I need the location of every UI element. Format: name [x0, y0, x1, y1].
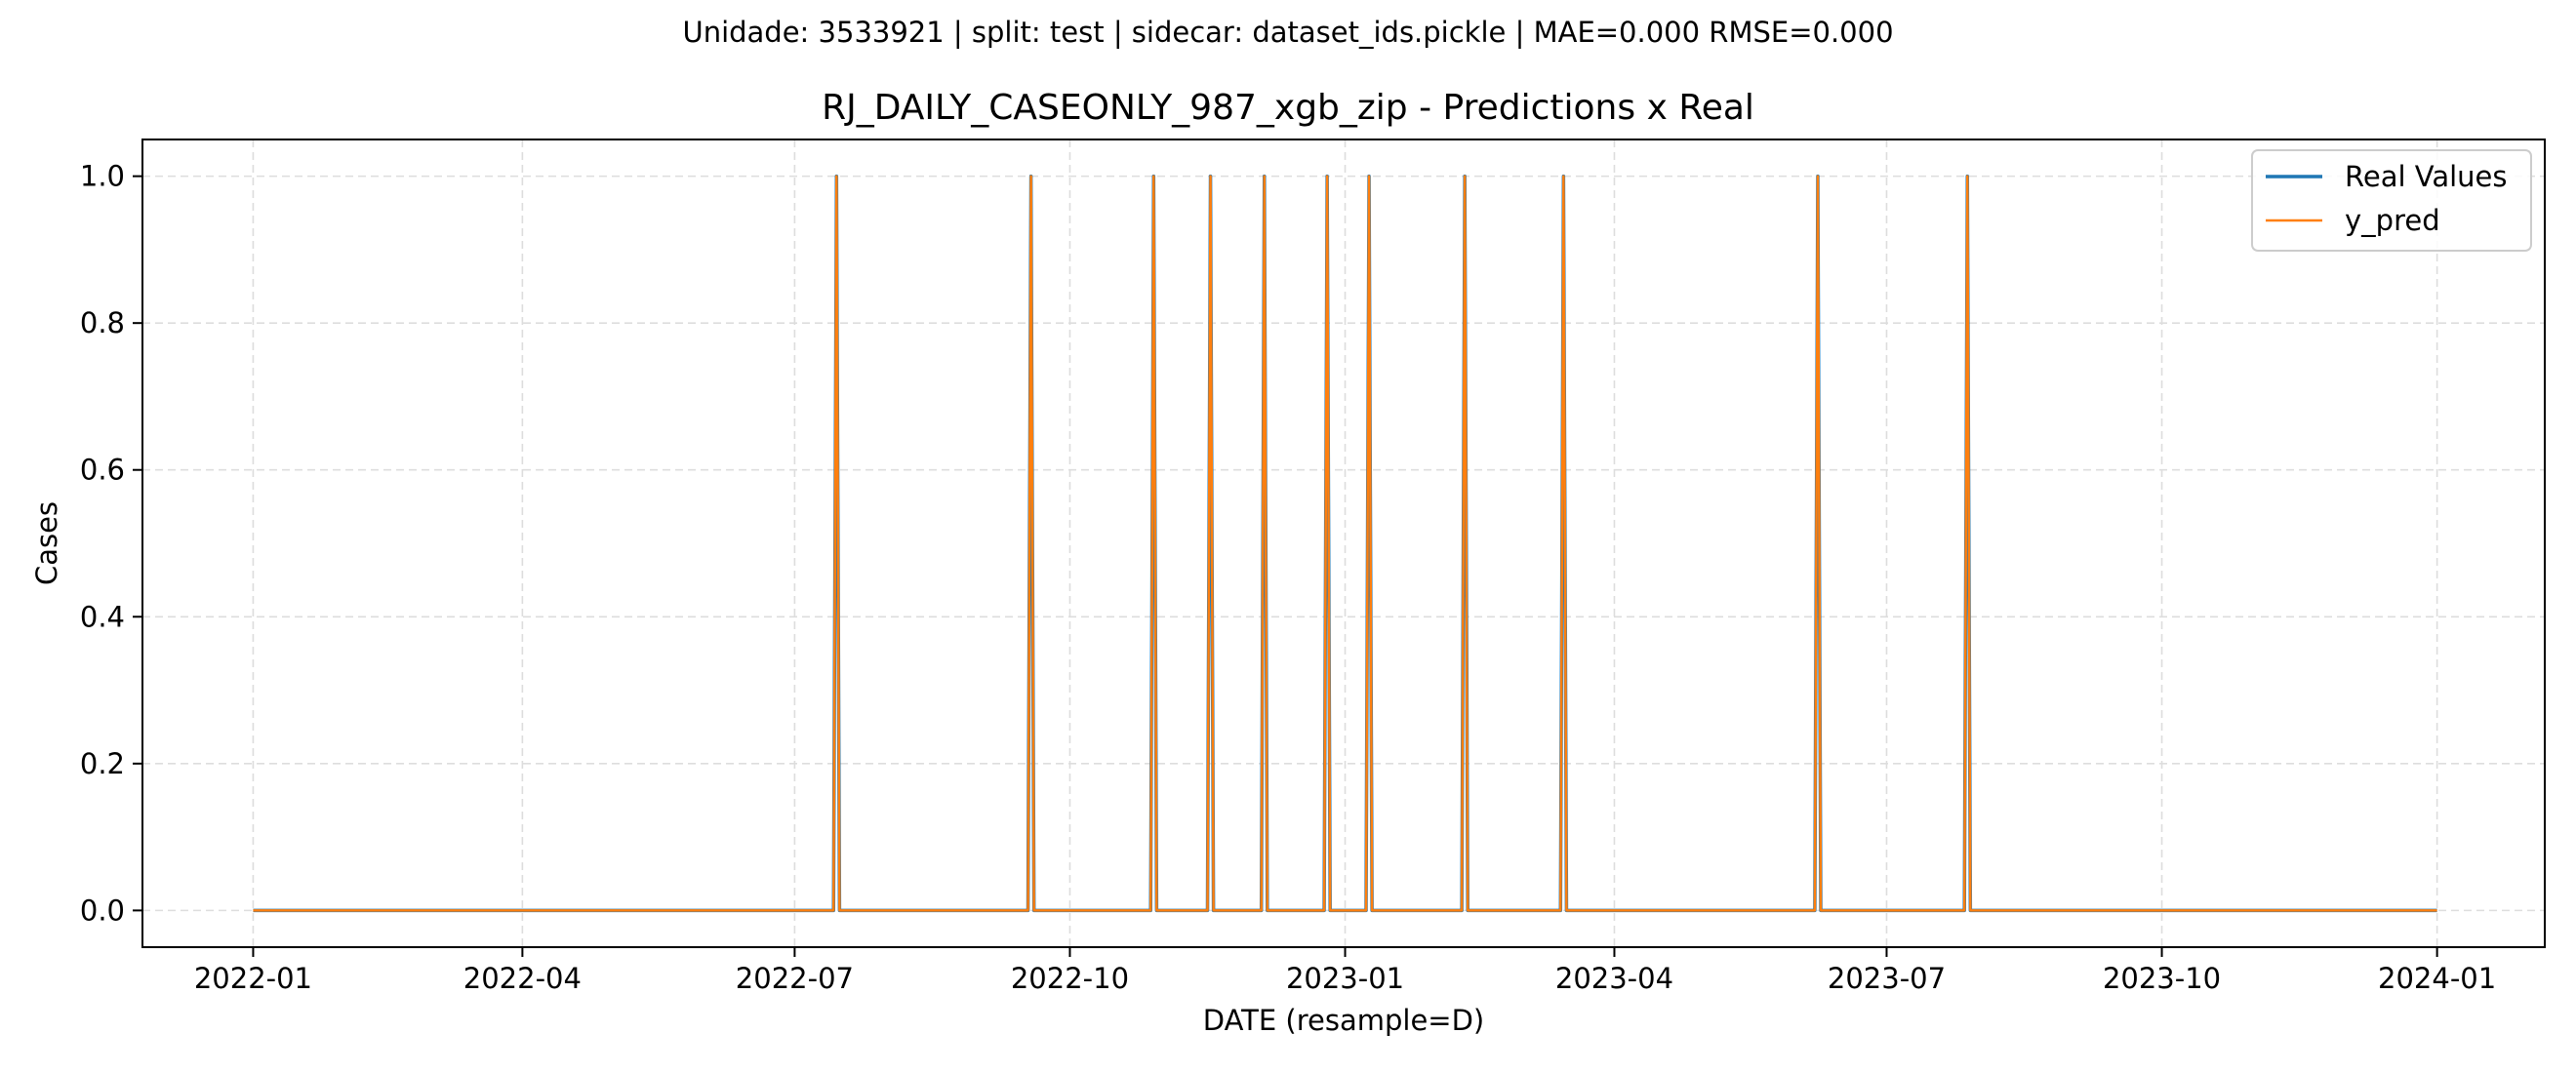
x-tick-label: 2022-04 — [463, 962, 582, 995]
x-tick-label: 2022-10 — [1011, 962, 1129, 995]
y-tick-label: 0.0 — [80, 894, 125, 927]
x-tick-label: 2023-07 — [1828, 962, 1946, 995]
chart-suptitle: Unidade: 3533921 | split: test | sidecar… — [682, 16, 1893, 49]
y-tick-label: 0.4 — [80, 600, 125, 633]
chart-title: RJ_DAILY_CASEONLY_987_xgb_zip - Predicti… — [822, 88, 1754, 128]
x-tick-label: 2023-10 — [2103, 962, 2221, 995]
plot-frame — [141, 139, 2546, 948]
x-tick-label: 2024-01 — [2378, 962, 2496, 995]
y-tick-label: 0.2 — [80, 747, 125, 780]
x-tick-label: 2022-07 — [736, 962, 854, 995]
axis-ticks: 2022-01 2022-04 2022-07 2022-10 2023-01 2023-… — [80, 160, 2496, 995]
series-lines — [253, 174, 2437, 913]
y-axis-label: Cases — [30, 501, 63, 585]
legend-label-real-values: Real Values — [2345, 160, 2507, 193]
y-tick-label: 1.0 — [80, 160, 125, 193]
series-line-y-pred — [253, 175, 2437, 912]
x-axis-label: DATE (resample=D) — [1203, 1004, 1485, 1037]
x-tick-label: 2023-04 — [1555, 962, 1673, 995]
legend: Real Values y_pred — [2251, 149, 2532, 252]
y-tick-label: 0.6 — [80, 454, 125, 487]
plot-area — [142, 139, 2545, 947]
y-tick-label: 0.8 — [80, 306, 125, 339]
x-tick-label: 2022-01 — [194, 962, 312, 995]
legend-label-y-pred: y_pred — [2345, 204, 2440, 237]
x-tick-label: 2023-01 — [1286, 962, 1404, 995]
